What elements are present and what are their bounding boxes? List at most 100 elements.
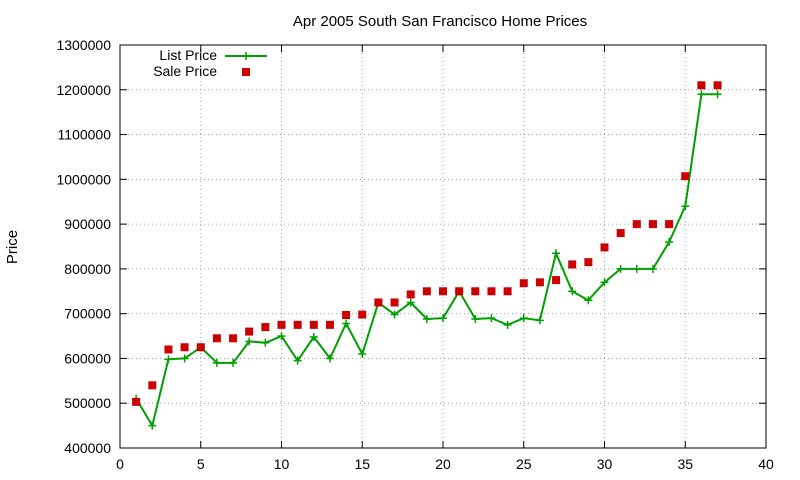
sale-price-point [148, 381, 157, 390]
legend-sample-sale-price [242, 68, 250, 76]
list-price-point [600, 278, 609, 287]
x-tick-label: 40 [758, 456, 774, 472]
sale-price-point [132, 397, 141, 406]
list-price-point [616, 264, 625, 273]
list-price-point [439, 314, 447, 323]
sale-price-point [277, 320, 286, 329]
list-price-point [164, 355, 173, 364]
list-price-point [665, 238, 674, 247]
x-tick-label: 25 [516, 456, 532, 472]
sale-price-point [212, 334, 221, 343]
list-price-point [568, 287, 577, 296]
list-price-point [487, 314, 496, 323]
list-price-point [148, 421, 157, 430]
sale-price-point [584, 258, 593, 267]
sale-price-point [697, 81, 706, 90]
list-price-point [584, 296, 593, 305]
list-price-point [245, 337, 254, 346]
list-price-point [471, 315, 480, 324]
grid-lines [120, 45, 766, 448]
x-tick-label: 20 [435, 456, 451, 472]
y-tick-label: 800000 [64, 261, 111, 277]
y-tick-label: 1200000 [56, 82, 111, 98]
sale-price-point [374, 298, 383, 307]
sale-price-point [519, 279, 528, 288]
list-price-point [212, 358, 221, 367]
x-tick-label: 0 [116, 456, 124, 472]
x-tick-label: 35 [677, 456, 693, 472]
sale-price-point [342, 311, 351, 320]
x-tick-label: 15 [354, 456, 370, 472]
list-price-point [632, 264, 641, 273]
list-price-point [648, 264, 657, 273]
sale-price-point [422, 287, 431, 296]
sale-price-point [164, 345, 173, 354]
list-price-point [681, 202, 690, 211]
sale-price-point [552, 276, 561, 285]
y-tick-label: 1100000 [58, 127, 112, 143]
sale-price-point [390, 298, 399, 307]
axis-ticks: 0 5 10 15 20 25 30 35 40 400000 500000 600000 700000… [56, 37, 774, 472]
list-price-point [261, 338, 270, 347]
y-axis-label: Price [4, 230, 21, 264]
y-tick-label: 1000000 [56, 171, 111, 187]
sale-price-point [196, 343, 205, 352]
legend-marker-sale-price [242, 68, 250, 76]
y-tick-label: 900000 [64, 216, 111, 232]
legend-marker-list-price [242, 52, 250, 60]
list-price-point [390, 310, 399, 319]
sale-price-point [648, 220, 657, 229]
list-price-point [519, 314, 528, 323]
sale-price-point [325, 320, 334, 329]
list-price-point [552, 249, 561, 258]
sale-price-point [180, 343, 189, 352]
sale-price-point [406, 290, 415, 299]
list-price-point [422, 315, 431, 324]
data-series [132, 81, 722, 430]
list-price-point [229, 358, 238, 367]
sale-price-point [245, 327, 254, 336]
x-tick-label: 10 [274, 456, 290, 472]
sale-price-point [471, 287, 480, 296]
list-price-point [697, 90, 706, 99]
y-tick-label: 600000 [64, 350, 111, 366]
chart-title: Apr 2005 South San Francisco Home Prices [293, 13, 587, 30]
y-tick-label: 400000 [64, 440, 111, 456]
list-price-point [293, 356, 302, 365]
list-price-point [713, 90, 722, 99]
sale-price-point [681, 172, 690, 181]
sale-price-point [713, 81, 722, 90]
legend: List Price Sale Price [153, 47, 267, 79]
y-tick-label: 1300000 [56, 37, 111, 53]
legend-label-sale-price: Sale Price [153, 63, 217, 79]
list-price-point [503, 320, 512, 329]
list-price-line [135, 93, 718, 429]
sale-price-point [632, 220, 641, 229]
sale-price-point [309, 320, 318, 329]
sale-price-point [455, 287, 464, 296]
list-price-point [277, 332, 286, 341]
x-tick-label: 30 [597, 456, 613, 472]
legend-sample-list-price [225, 52, 267, 60]
sale-price-point [261, 323, 270, 332]
list-price-point [309, 332, 318, 341]
list-price-point [535, 316, 544, 325]
sale-price-point [600, 243, 609, 252]
sale-price-point [487, 287, 496, 296]
sale-price-point [229, 334, 238, 343]
list-price-point [358, 349, 367, 358]
sale-price-point [665, 220, 674, 229]
sale-price-point [439, 287, 447, 296]
list-price-point [325, 354, 334, 363]
y-tick-label: 700000 [64, 306, 111, 322]
sale-price-point [293, 320, 302, 329]
x-tick-label: 5 [197, 456, 205, 472]
legend-label-list-price: List Price [159, 47, 217, 63]
sale-price-point [503, 287, 512, 296]
sale-price-point [358, 310, 367, 319]
y-tick-label: 500000 [64, 395, 111, 411]
list-price-point [406, 298, 415, 307]
sale-price-point [616, 229, 625, 238]
sale-price-point [535, 278, 544, 287]
